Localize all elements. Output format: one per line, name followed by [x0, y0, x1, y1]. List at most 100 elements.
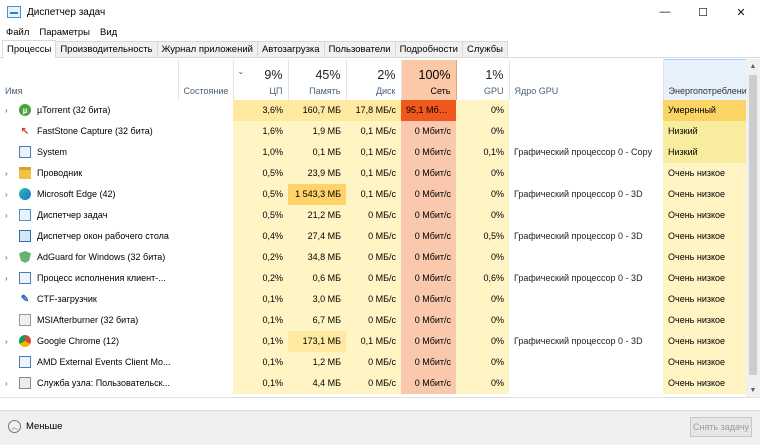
vertical-scrollbar[interactable]: ▲ ▼ [746, 59, 760, 397]
table-row[interactable]: AMD External Events Client Mo... 0,1% 1,2 … [0, 351, 746, 373]
tab-details[interactable]: Подробности [394, 41, 463, 57]
process-rows: › µ µTorrent (32 бита) 3,6% 160,7 МБ 17,8 МБ/… [0, 99, 746, 394]
scroll-up-arrow-icon[interactable]: ▲ [749, 62, 757, 70]
tab-startup[interactable]: Автозагрузка [256, 41, 325, 57]
table-row[interactable]: MSIAfterburner (32 бита) 0,1% 6,7 МБ 0 МБ/с… [0, 309, 746, 331]
menu-view[interactable]: Вид [100, 26, 118, 38]
scrollbar-thumb[interactable] [749, 75, 757, 375]
maximize-button[interactable]: ☐ [698, 6, 708, 19]
table-row[interactable]: › Проводник 0,5% 23,9 МБ 0,1 МБ/с 0 Мбит/с 0% О… [0, 162, 746, 184]
column-name[interactable]: Имя [0, 59, 179, 100]
process-network: 0 Мбит/с [401, 372, 456, 394]
process-name-cell: ↖ FastStone Capture (32 бита) [0, 121, 178, 142]
fewer-details-button[interactable]: ︿ Меньше [8, 420, 62, 433]
table-row[interactable]: › Диспетчер задач 0,5% 21,2 МБ 0 МБ/с 0 Мбит/… [0, 204, 746, 226]
process-table: Имя Состояние ⌄ 9% ЦП 45% Память 2% Диск… [0, 59, 746, 394]
tab-performance[interactable]: Производительность [55, 41, 158, 57]
table-row[interactable]: › Процесс исполнения клиент-... 0,2% 0,6 МБ… [0, 267, 746, 289]
table-row[interactable]: › AdGuard for Windows (32 бита) 0,2% 34,8 М… [0, 246, 746, 268]
process-energy: Очень низкое [663, 372, 746, 394]
tab-processes[interactable]: Процессы [2, 40, 57, 58]
table-row[interactable]: › µ µTorrent (32 бита) 3,6% 160,7 МБ 17,8 МБ/… [0, 99, 746, 121]
process-disk: 0,1 МБ/с [346, 141, 401, 163]
process-cpu: 3,6% [233, 99, 288, 121]
tab-services[interactable]: Службы [462, 41, 508, 57]
close-button[interactable]: ✕ [736, 6, 746, 19]
process-energy: Очень низкое [663, 330, 746, 352]
process-network: 0 Мбит/с [401, 351, 456, 373]
process-disk: 0,1 МБ/с [346, 120, 401, 142]
horizontal-scrollbar[interactable] [0, 397, 760, 409]
amd-icon [19, 356, 31, 368]
process-name-cell: MSIAfterburner (32 бита) [0, 310, 178, 331]
column-state-label: Состояние [183, 85, 229, 96]
column-gpu-engine[interactable]: Ядро GPU [509, 59, 664, 100]
table-row[interactable]: Диспетчер окон рабочего стола 0,4% 27,4 МБ… [0, 225, 746, 247]
process-disk: 0 МБ/с [346, 267, 401, 289]
expand-chevron-icon[interactable]: › [5, 105, 8, 115]
column-cpu[interactable]: ⌄ 9% ЦП [233, 59, 289, 100]
process-state [178, 268, 233, 289]
minimize-button[interactable]: — [659, 6, 671, 18]
table-row[interactable]: ↖ FastStone Capture (32 бита) 1,6% 1,9 МБ 0,… [0, 120, 746, 142]
tab-users[interactable]: Пользователи [323, 41, 396, 57]
table-row[interactable]: System 1,0% 0,1 МБ 0,1 МБ/с 0 Мбит/с 0,1% Граф… [0, 141, 746, 163]
process-network: 0 Мбит/с [401, 330, 456, 352]
sort-chevron-icon: ⌄ [237, 66, 245, 76]
column-gpu[interactable]: 1% GPU [456, 59, 510, 100]
fewer-details-label: Меньше [26, 421, 63, 432]
process-icon [19, 272, 31, 284]
footer-bar: ︿ Меньше Снять задачу [0, 410, 760, 445]
msi-afterburner-icon [19, 314, 31, 326]
process-name: MSIAfterburner (32 бита) [37, 315, 139, 325]
process-gpu: 0% [456, 120, 509, 142]
process-memory: 23,9 МБ [288, 162, 346, 184]
process-gpu-engine: Графический процессор 0 - 3D [514, 336, 643, 346]
expand-chevron-icon[interactable]: › [5, 189, 8, 199]
ctf-icon: ✎ [20, 293, 30, 305]
column-memory[interactable]: 45% Память [288, 59, 347, 100]
process-memory: 27,4 МБ [288, 225, 346, 247]
expand-chevron-icon[interactable]: › [5, 252, 8, 262]
process-energy: Очень низкое [663, 351, 746, 373]
process-name-cell: › Проводник [0, 163, 178, 184]
column-name-label: Имя [5, 85, 23, 96]
process-name: AdGuard for Windows (32 бита) [37, 252, 166, 262]
menu-options[interactable]: Параметры [39, 26, 90, 38]
expand-chevron-icon[interactable]: › [5, 168, 8, 178]
process-state [178, 289, 233, 310]
end-task-button[interactable]: Снять задачу [690, 417, 752, 437]
process-name-cell: › AdGuard for Windows (32 бита) [0, 247, 178, 268]
menu-bar: Файл Параметры Вид [0, 24, 122, 40]
process-name: CTF-загрузчик [37, 294, 97, 304]
process-memory: 21,2 МБ [288, 204, 346, 226]
expand-chevron-icon[interactable]: › [5, 210, 8, 220]
menu-file[interactable]: Файл [6, 26, 30, 38]
column-disk[interactable]: 2% Диск [346, 59, 402, 100]
explorer-icon [19, 167, 31, 179]
table-row[interactable]: ✎ CTF-загрузчик 0,1% 3,0 МБ 0 МБ/с 0 Мбит/с 0%… [0, 288, 746, 310]
process-name-cell: › µ µTorrent (32 бита) [0, 100, 178, 121]
expand-chevron-icon[interactable]: › [5, 336, 8, 346]
scroll-down-arrow-icon[interactable]: ▼ [749, 386, 757, 394]
process-state [178, 331, 233, 352]
column-state[interactable]: Состояние [178, 59, 234, 100]
process-gpu-engine [509, 373, 663, 394]
process-name: FastStone Capture (32 бита) [37, 126, 153, 136]
column-network[interactable]: 100% Сеть [400, 59, 457, 100]
process-name: Google Chrome (12) [37, 336, 120, 346]
task-manager-icon [7, 6, 21, 18]
expand-chevron-icon[interactable]: › [5, 378, 8, 388]
task-manager-icon [19, 209, 31, 221]
table-row[interactable]: › Google Chrome (12) 0,1% 173,1 МБ 0,1 МБ/с 0… [0, 330, 746, 352]
process-gpu: 0% [456, 351, 509, 373]
process-network: 0 Мбит/с [401, 120, 456, 142]
column-energy[interactable]: Энергопотребление [662, 59, 746, 100]
table-row[interactable]: › Служба узла: Пользовательск... 0,1% 4,4 М… [0, 372, 746, 394]
process-cpu: 1,0% [233, 141, 288, 163]
table-row[interactable]: › Microsoft Edge (42) 0,5% 1 543,3 МБ 0,1 МБ… [0, 183, 746, 205]
expand-chevron-icon[interactable]: › [5, 273, 8, 283]
tab-app-history[interactable]: Журнал приложений [156, 41, 258, 57]
window-title: Диспетчер задач [27, 6, 106, 18]
column-gpu-engine-label: Ядро GPU [514, 85, 559, 96]
